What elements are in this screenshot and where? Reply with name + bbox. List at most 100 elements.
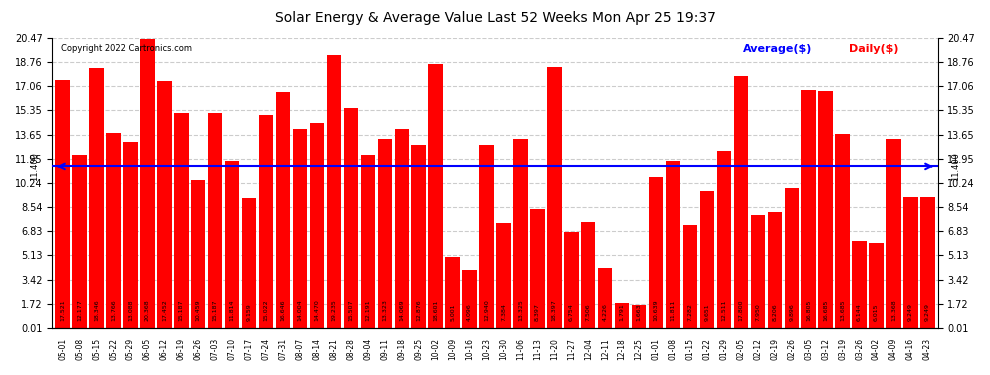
Bar: [496, 224, 511, 328]
Text: 11.814: 11.814: [230, 300, 235, 321]
Bar: [225, 160, 240, 328]
Bar: [767, 212, 782, 328]
Text: 7.506: 7.506: [586, 303, 591, 321]
Text: 1.791: 1.791: [620, 303, 625, 321]
Bar: [174, 113, 188, 328]
Bar: [513, 139, 528, 328]
Text: 1.663: 1.663: [637, 303, 642, 321]
Bar: [581, 222, 595, 328]
Text: 18.397: 18.397: [551, 299, 556, 321]
Text: 9.159: 9.159: [247, 303, 251, 321]
Text: 4.226: 4.226: [603, 303, 608, 321]
Bar: [666, 160, 680, 328]
Bar: [412, 146, 426, 328]
Bar: [750, 215, 765, 328]
Text: 5.001: 5.001: [450, 304, 455, 321]
Bar: [276, 92, 290, 328]
Text: 16.805: 16.805: [806, 300, 811, 321]
Bar: [72, 155, 87, 328]
Text: 7.282: 7.282: [687, 303, 692, 321]
Bar: [89, 68, 104, 328]
Text: 7.384: 7.384: [501, 303, 506, 321]
Text: 6.754: 6.754: [569, 303, 574, 321]
Text: 15.187: 15.187: [213, 300, 218, 321]
Text: 12.177: 12.177: [77, 299, 82, 321]
Text: 7.950: 7.950: [755, 303, 760, 321]
Text: Solar Energy & Average Value Last 52 Weeks Mon Apr 25 19:37: Solar Energy & Average Value Last 52 Wee…: [274, 11, 716, 25]
Bar: [734, 76, 748, 328]
Text: 8.206: 8.206: [772, 303, 777, 321]
Text: 9.249: 9.249: [908, 303, 913, 321]
Text: Average($): Average($): [742, 44, 812, 54]
Text: Copyright 2022 Cartronics.com: Copyright 2022 Cartronics.com: [61, 44, 192, 52]
Text: 20.368: 20.368: [145, 300, 149, 321]
Text: 18.601: 18.601: [434, 300, 439, 321]
Text: 13.766: 13.766: [111, 300, 116, 321]
Bar: [886, 138, 901, 328]
Bar: [648, 177, 663, 328]
Bar: [208, 113, 223, 328]
Bar: [852, 241, 866, 328]
Text: Daily($): Daily($): [849, 44, 899, 54]
Text: 17.800: 17.800: [739, 300, 743, 321]
Bar: [598, 268, 613, 328]
Text: 12.511: 12.511: [722, 300, 727, 321]
Text: 9.249: 9.249: [925, 303, 930, 321]
Text: 12.191: 12.191: [365, 300, 370, 321]
Bar: [784, 188, 799, 328]
Bar: [836, 134, 849, 328]
Text: 15.187: 15.187: [179, 300, 184, 321]
Text: 8.397: 8.397: [535, 303, 540, 321]
Bar: [615, 303, 630, 328]
Bar: [920, 197, 935, 328]
Text: 17.521: 17.521: [60, 300, 65, 321]
Bar: [360, 155, 375, 328]
Text: 13.325: 13.325: [518, 299, 523, 321]
Bar: [632, 304, 646, 328]
Bar: [344, 108, 358, 328]
Text: 11.400: 11.400: [950, 152, 959, 181]
Bar: [903, 197, 918, 328]
Text: 14.004: 14.004: [298, 300, 303, 321]
Text: 14.069: 14.069: [399, 300, 404, 321]
Text: 18.346: 18.346: [94, 300, 99, 321]
Text: 9.651: 9.651: [705, 303, 710, 321]
Text: 12.940: 12.940: [484, 299, 489, 321]
Bar: [191, 180, 206, 328]
Bar: [310, 123, 324, 328]
Text: 16.646: 16.646: [280, 300, 285, 321]
Text: 4.096: 4.096: [467, 303, 472, 321]
Text: 9.896: 9.896: [789, 303, 794, 321]
Bar: [55, 80, 70, 328]
Text: 13.685: 13.685: [841, 300, 845, 321]
Bar: [293, 129, 307, 328]
Bar: [462, 270, 477, 328]
Bar: [377, 139, 392, 328]
Bar: [157, 81, 171, 328]
Bar: [479, 145, 494, 328]
Bar: [242, 198, 256, 328]
Text: 16.685: 16.685: [823, 300, 828, 321]
Bar: [564, 232, 578, 328]
Bar: [259, 115, 273, 328]
Bar: [395, 129, 409, 328]
Text: 14.470: 14.470: [315, 299, 320, 321]
Bar: [869, 243, 884, 328]
Bar: [683, 225, 697, 328]
Bar: [819, 92, 833, 328]
Bar: [547, 67, 561, 328]
Text: 11.811: 11.811: [670, 300, 675, 321]
Text: 6.144: 6.144: [857, 303, 862, 321]
Text: 10.459: 10.459: [196, 300, 201, 321]
Bar: [124, 142, 138, 328]
Bar: [700, 191, 714, 328]
Bar: [106, 133, 121, 328]
Text: 13.368: 13.368: [891, 300, 896, 321]
Bar: [429, 64, 443, 328]
Bar: [802, 90, 816, 328]
Text: 19.235: 19.235: [332, 299, 337, 321]
Text: 12.876: 12.876: [416, 300, 421, 321]
Bar: [446, 257, 459, 328]
Text: 15.022: 15.022: [263, 300, 268, 321]
Text: 6.015: 6.015: [874, 304, 879, 321]
